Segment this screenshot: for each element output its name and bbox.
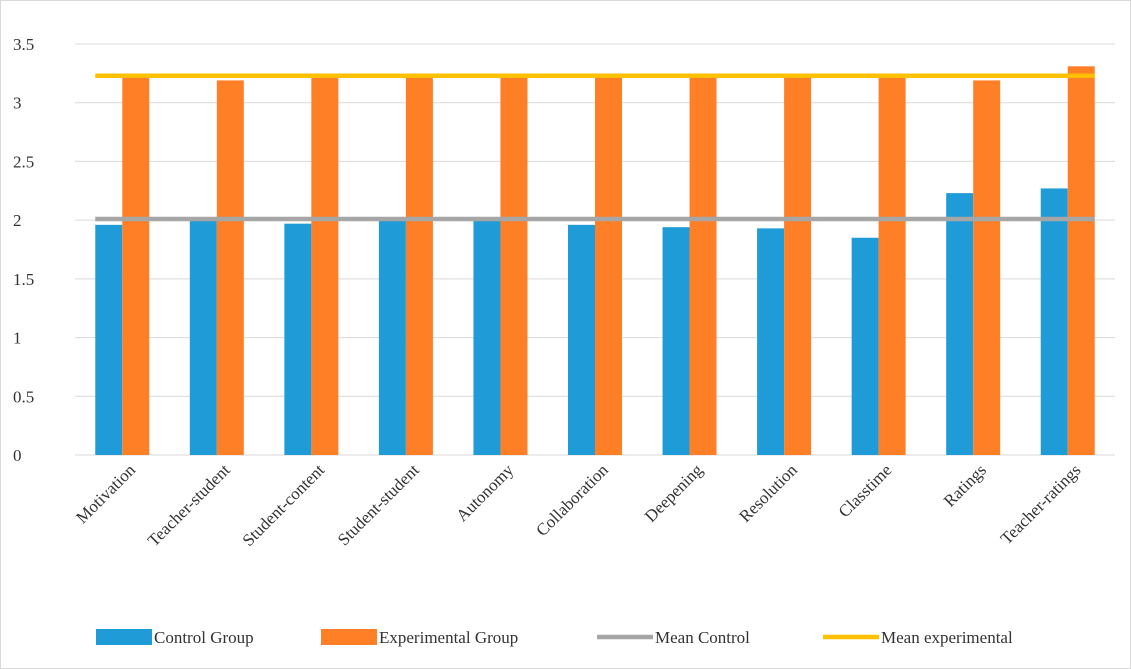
bar-control-group-teacher-student xyxy=(189,220,217,455)
legend-swatch-control-group xyxy=(96,629,152,645)
category-label-teacher-student: Teacher-student xyxy=(144,460,234,550)
y-tick-label: 0.5 xyxy=(13,387,34,406)
category-label-resolution: Resolution xyxy=(735,460,801,526)
category-label-deepening: Deepening xyxy=(641,460,707,526)
bar-experimental-group-student-student xyxy=(405,75,433,455)
y-tick-label: 3 xyxy=(13,94,22,113)
bar-control-group-classtime xyxy=(851,237,879,455)
bars xyxy=(95,66,1095,456)
legend: Control Group Experimental Group Mean Cont… xyxy=(96,628,1013,647)
bar-experimental-group-deepening xyxy=(689,76,717,455)
bar-experimental-group-autonomy xyxy=(500,76,528,455)
bar-experimental-group-teacher-student xyxy=(216,80,244,455)
category-label-motivation: Motivation xyxy=(72,460,139,527)
legend-label-mean-experimental: Mean experimental xyxy=(881,628,1013,647)
y-tick-label: 2.5 xyxy=(13,152,34,171)
category-label-autonomy: Autonomy xyxy=(452,460,517,525)
bar-control-group-deepening xyxy=(662,227,690,455)
bar-control-group-student-student xyxy=(378,220,406,455)
bar-control-group-teacher-ratings xyxy=(1040,188,1068,456)
bar-experimental-group-resolution xyxy=(784,75,812,455)
legend-label-mean-control: Mean Control xyxy=(655,628,750,647)
legend-swatch-experimental-group xyxy=(321,629,377,645)
bar-experimental-group-student-content xyxy=(311,76,339,455)
y-tick-label: 2 xyxy=(13,211,22,230)
y-tick-label: 1 xyxy=(13,329,22,348)
y-tick-label: 3.5 xyxy=(13,35,34,54)
bar-control-group-collaboration xyxy=(568,224,595,455)
bar-control-group-motivation xyxy=(95,224,123,455)
legend-label-control-group: Control Group xyxy=(154,628,254,647)
bar-experimental-group-classtime xyxy=(878,76,906,455)
bar-experimental-group-ratings xyxy=(973,80,1001,455)
legend-label-experimental-group: Experimental Group xyxy=(379,628,518,647)
mean-lines xyxy=(95,73,1095,222)
bar-control-group-autonomy xyxy=(473,220,501,455)
y-tick-label: 0 xyxy=(13,446,22,465)
bar-control-group-ratings xyxy=(946,193,974,456)
bar-experimental-group-teacher-ratings xyxy=(1067,66,1095,455)
category-label-classtime: Classtime xyxy=(835,460,896,521)
y-axis-tick-labels: 0 0.5 1 1.5 2 2.5 3 3.5 xyxy=(13,35,34,465)
bar-experimental-group-collaboration xyxy=(595,76,622,455)
category-label-ratings: Ratings xyxy=(940,460,990,510)
category-label-student-content: Student-content xyxy=(239,460,329,550)
x-axis-category-labels: Motivation Teacher-student Student-content… xyxy=(72,460,1084,550)
bar-control-group-student-content xyxy=(284,223,312,455)
category-label-student-student: Student-student xyxy=(334,460,423,549)
y-tick-label: 1.5 xyxy=(13,270,34,289)
bar-experimental-group-motivation xyxy=(122,76,150,455)
category-label-collaboration: Collaboration xyxy=(532,460,612,540)
bar-control-group-resolution xyxy=(757,228,785,455)
category-label-teacher-ratings: Teacher-ratings xyxy=(997,460,1085,548)
